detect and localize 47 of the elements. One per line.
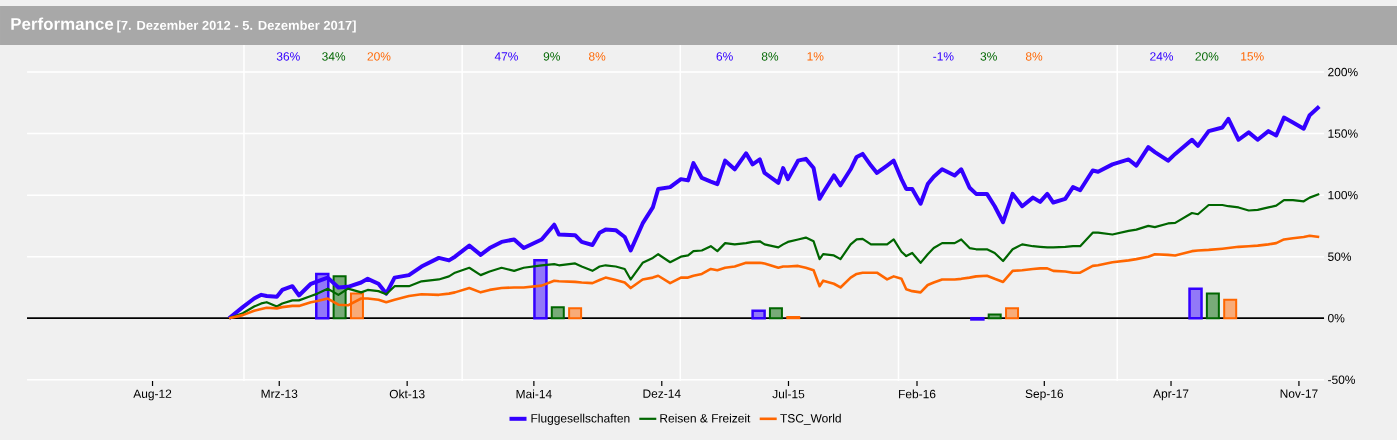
- y-tick-label: 50%: [1328, 252, 1352, 261]
- annotation: 3%: [980, 52, 997, 61]
- line-series: [227, 104, 1322, 321]
- bar: [568, 307, 583, 320]
- annotation: 24%: [1150, 52, 1174, 61]
- x-tick-label: Apr-17: [1153, 389, 1189, 401]
- annotation: 8%: [1025, 52, 1043, 61]
- chart-title: Performance: [11, 17, 114, 30]
- annotation: 8%: [761, 52, 779, 61]
- x-tick-label: Jul-15: [772, 389, 805, 399]
- annotation: 20%: [1195, 52, 1219, 61]
- x-tick-label: Dez-14: [643, 389, 681, 398]
- legend-label: Fluggesellschaften: [531, 413, 630, 425]
- annotation: 36%: [276, 52, 300, 61]
- legend-label: TSC_World: [780, 413, 841, 425]
- annotation: 20%: [367, 52, 391, 61]
- x-tick-label: Sep-16: [1025, 389, 1064, 401]
- x-tick-label: Aug-12: [133, 389, 172, 401]
- annotation: 34%: [322, 52, 346, 61]
- x-tick-label: Mrz-13: [261, 389, 298, 398]
- x-tick-label: Feb-16: [899, 389, 936, 399]
- x-tick-label: Okt-13: [389, 389, 425, 399]
- bar: [550, 306, 565, 320]
- bar: [1188, 287, 1203, 320]
- annotation: 9%: [543, 52, 560, 61]
- bar: [987, 313, 1002, 320]
- x-tick-label: Mai-14: [516, 389, 552, 399]
- x-tick-label: Nov-17: [1280, 389, 1318, 398]
- y-tick-label: 100%: [1328, 190, 1358, 200]
- bar: [533, 259, 548, 320]
- annotation: 6%: [716, 52, 733, 61]
- bar: [768, 307, 783, 320]
- bar: [751, 309, 766, 320]
- annotation: 15%: [1241, 52, 1264, 61]
- y-tick-label: 200%: [1328, 67, 1358, 77]
- legend-label: Reisen & Freizeit: [660, 413, 751, 423]
- bar: [1223, 298, 1238, 320]
- y-tick-label: 150%: [1328, 129, 1358, 138]
- chart-subtitle: [7. Dezember 2012 - 5. Dezember 2017]: [117, 20, 356, 33]
- y-tick-label: 0%: [1328, 313, 1345, 323]
- bar: [1005, 307, 1020, 320]
- annotation: -1%: [933, 52, 954, 61]
- bar: [1205, 292, 1220, 320]
- y-tick-label: -50%: [1328, 375, 1356, 384]
- annotation: 8%: [588, 52, 606, 61]
- annotation: 1%: [807, 52, 824, 61]
- annotation: 47%: [494, 52, 518, 61]
